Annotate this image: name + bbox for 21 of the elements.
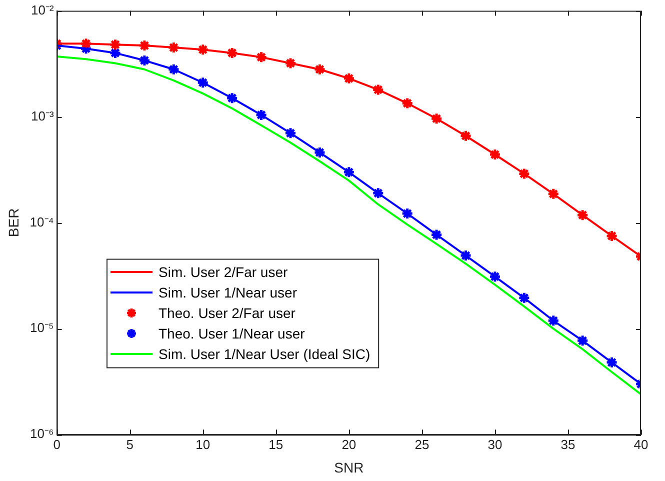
x-axis-title: SNR — [334, 459, 364, 476]
y-tick-label: 10⁻⁶ — [30, 426, 54, 442]
legend-label: Theo. User 1/Near user — [158, 325, 306, 342]
legend-label: Sim. User 2/Far user — [158, 264, 288, 280]
y-tick-label: 10⁻⁵ — [30, 320, 54, 336]
y-tick-label: 10⁻² — [31, 2, 55, 18]
y-tick-label: 10⁻³ — [31, 108, 55, 124]
x-tick-label: 5 — [126, 436, 134, 452]
legend-label: Sim. User 1/Near User (Ideal SIC) — [158, 346, 370, 362]
x-tick-label: 25 — [414, 436, 430, 452]
x-tick-label: 15 — [268, 436, 284, 452]
x-tick-label: 0 — [53, 436, 60, 452]
y-axis-title: BER — [5, 208, 22, 238]
x-tick-label: 20 — [342, 436, 356, 452]
x-tick-label: 10 — [196, 436, 210, 452]
x-tick-label: 30 — [488, 436, 502, 452]
y-tick-label: 10⁻⁴ — [30, 214, 54, 230]
x-tick-label: 35 — [560, 436, 576, 452]
x-tick-label: 40 — [634, 436, 648, 452]
legend-label: Theo. User 2/Far user — [158, 304, 296, 321]
legend-label: Sim. User 1/Near user — [158, 284, 298, 300]
